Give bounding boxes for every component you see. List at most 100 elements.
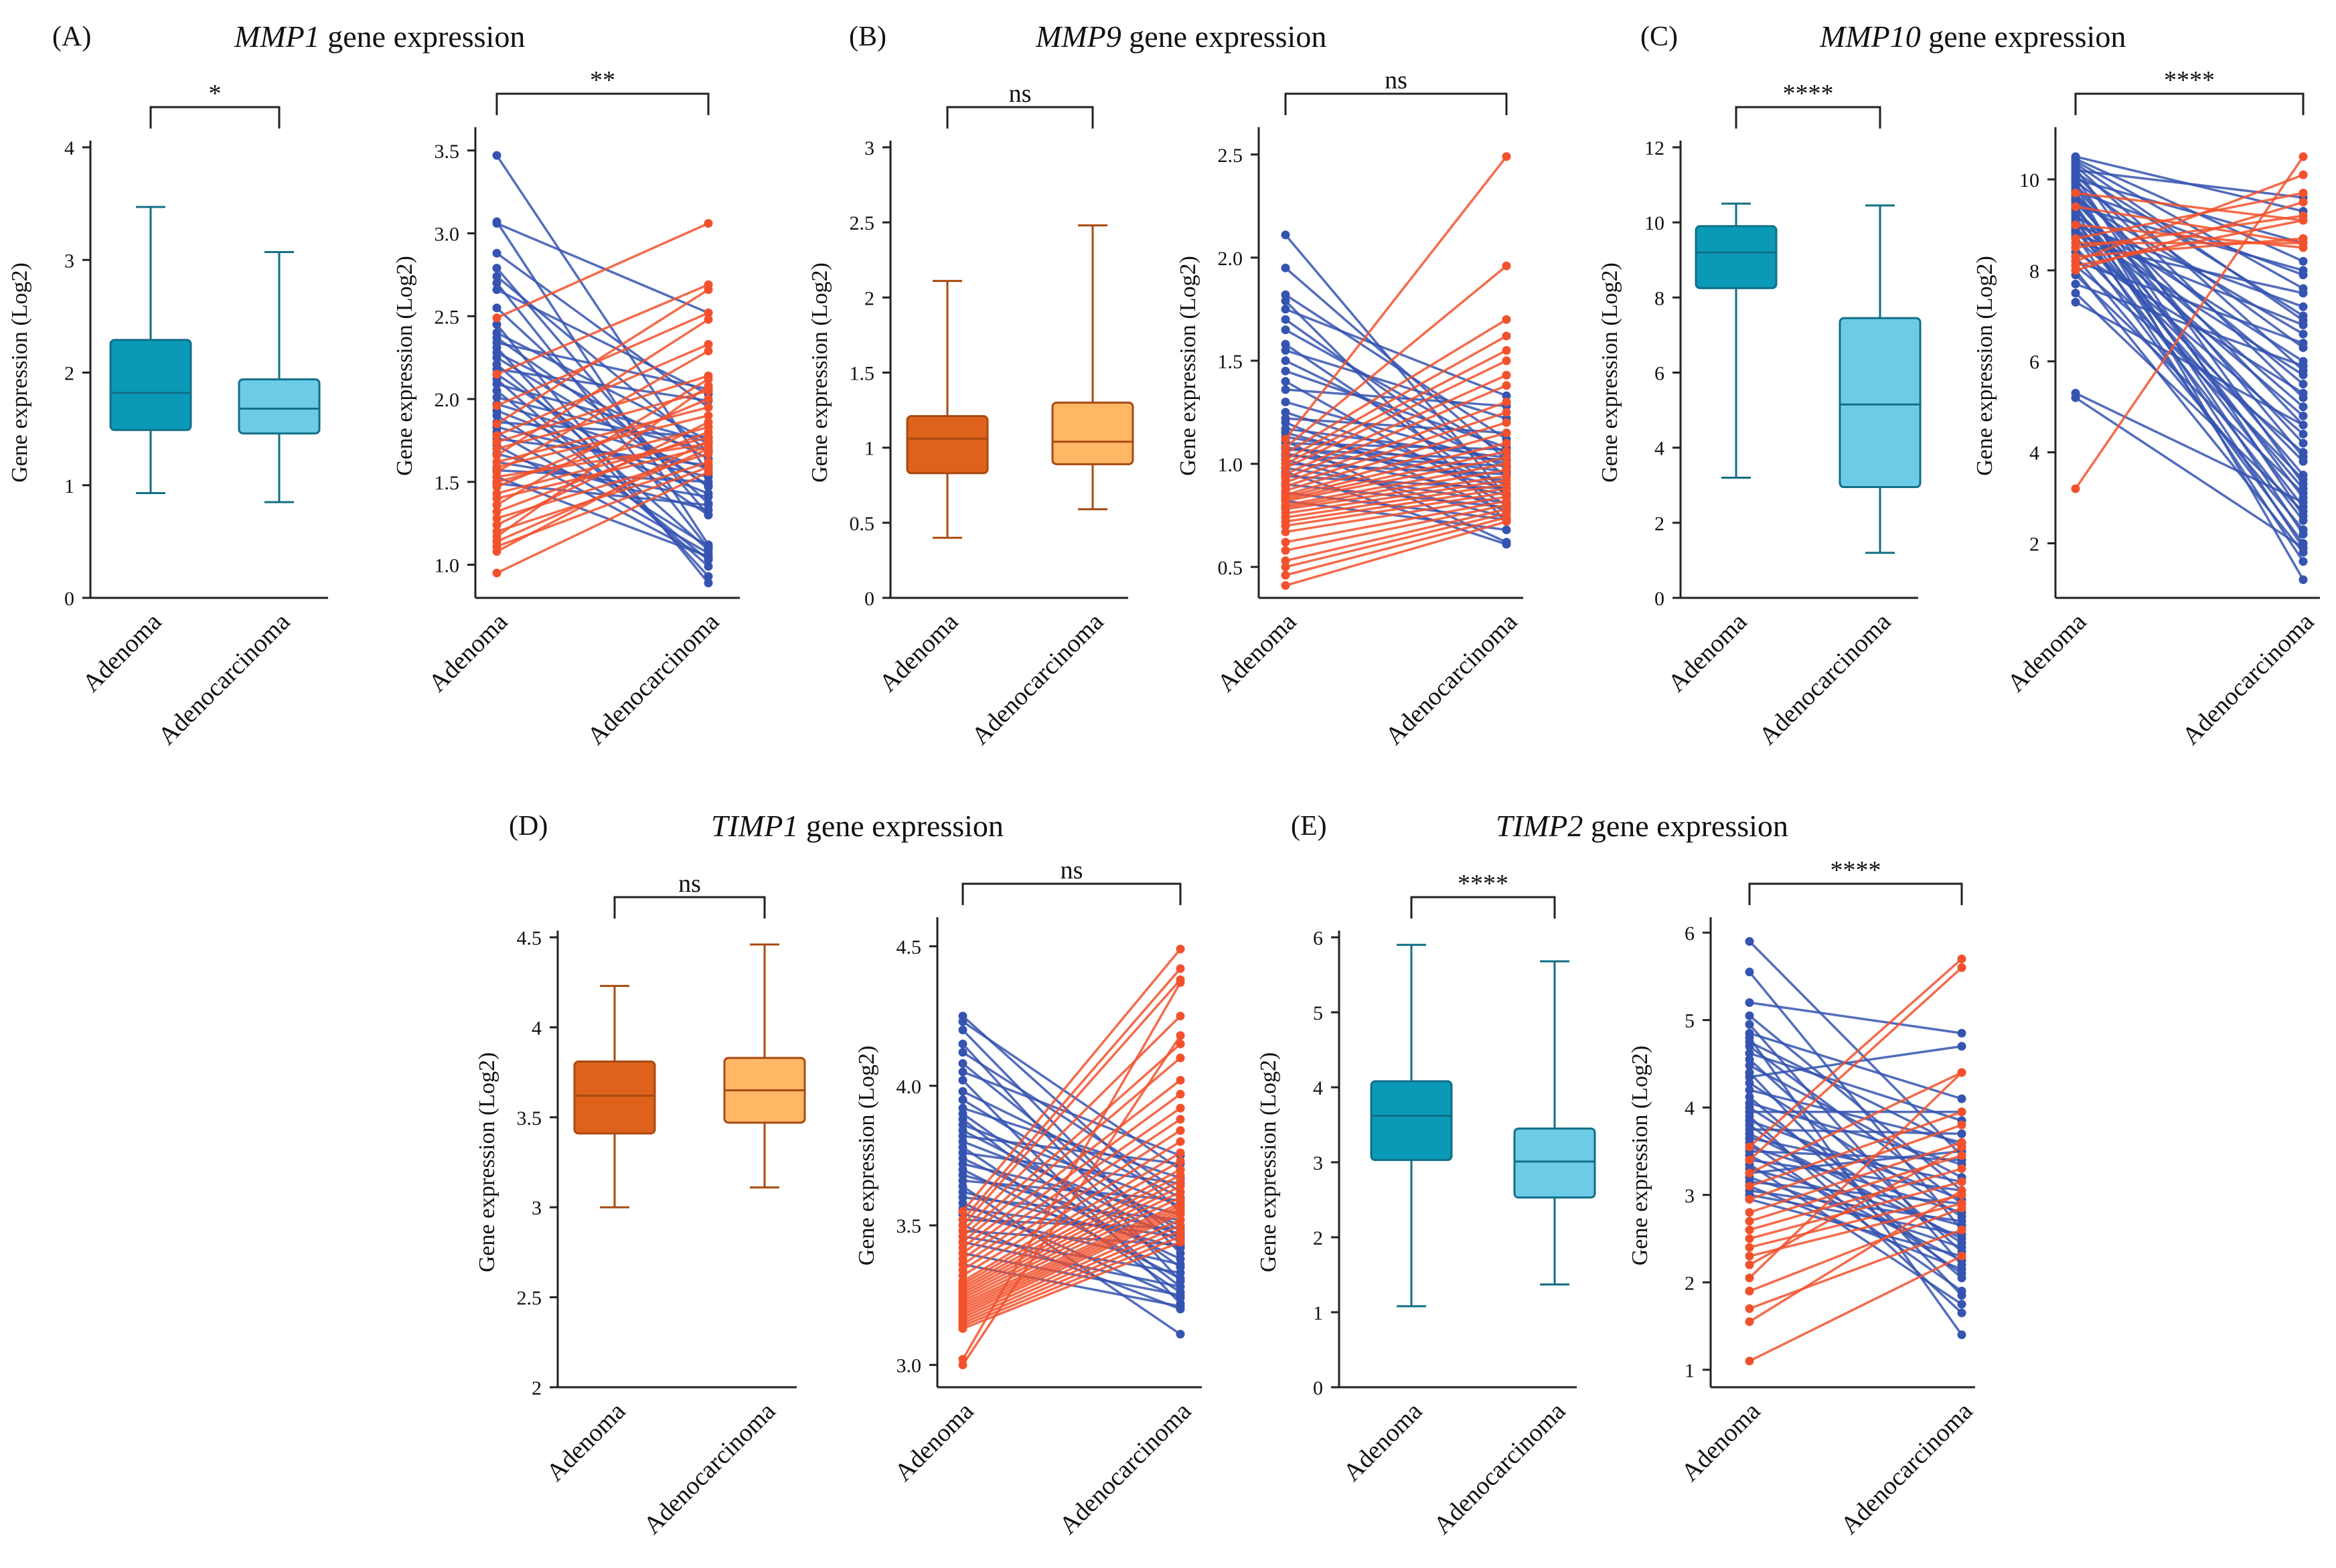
paired-line-down	[496, 341, 709, 390]
paired-point-up	[1502, 152, 1511, 161]
paired-point-down	[1176, 1290, 1185, 1300]
paired-point-up	[2299, 198, 2308, 207]
paired-point-up	[1957, 1225, 1966, 1235]
paired-line-up	[1285, 431, 1507, 496]
paired-point-up	[1745, 1168, 1754, 1178]
y-tick-label: 6	[1685, 923, 1695, 945]
paired-line-up	[962, 1241, 1181, 1330]
paired-line-up	[961, 1042, 1182, 1238]
paired-line-down	[2074, 237, 2305, 435]
paired-line-up	[962, 1160, 1181, 1285]
paired-point-up	[1176, 1103, 1185, 1113]
y-tick-label: 4	[532, 1017, 542, 1039]
x-category-label: Adenoma	[2002, 608, 2092, 698]
paired-point-up	[1502, 381, 1511, 390]
significance-label: ****	[1783, 80, 1834, 108]
paired-line-up	[1285, 374, 1507, 475]
paired-point-down	[1957, 1300, 1966, 1309]
paired-line-up	[496, 378, 709, 506]
chart-c-box: 0 2 4 6 8 10 12 Gene expression (Log2) Adenoma Ad…	[1598, 80, 1922, 751]
paired-point-up	[1281, 435, 1290, 444]
box-adenocarcinoma	[1051, 401, 1134, 465]
paired-point-down	[492, 380, 501, 389]
paired-point-down	[1281, 315, 1290, 324]
paired-point-up	[704, 219, 713, 228]
paired-point-down	[1502, 391, 1511, 400]
paired-point-down	[1745, 998, 1754, 1008]
x-category-label: Adenocarcinoma	[1428, 1397, 1571, 1540]
paired-point-down	[2299, 339, 2308, 348]
paired-point-up	[1281, 521, 1290, 530]
paired-point-up	[2299, 234, 2308, 243]
paired-point-down	[1176, 1268, 1185, 1277]
paired-point-down	[1281, 263, 1290, 272]
x-category-label: Adenoma	[1662, 608, 1752, 698]
significance-label: ****	[2164, 66, 2215, 94]
paired-point-down	[1745, 1079, 1754, 1088]
significance-bracket	[1748, 882, 1963, 905]
paired-point-up	[1176, 1012, 1185, 1021]
paired-point-down	[2071, 297, 2080, 307]
y-axis-title: Gene expression (Log2)	[1176, 256, 1200, 476]
y-tick-label: 5	[1313, 1002, 1323, 1024]
y-tick-label: 0	[64, 588, 74, 610]
paired-line-up	[1749, 1123, 1962, 1200]
paired-point-up	[704, 308, 713, 317]
paired-line-up	[1285, 421, 1507, 492]
paired-point-down	[958, 1025, 967, 1034]
y-tick-label: 2	[64, 363, 74, 385]
paired-point-down	[704, 578, 713, 588]
box-adenocarcinoma	[1513, 1127, 1596, 1199]
y-tick-label: 1	[1685, 1360, 1695, 1382]
paired-line-up	[962, 1152, 1181, 1283]
paired-line-up	[962, 1202, 1181, 1305]
y-axis-title: Gene expression (Log2)	[1598, 262, 1622, 483]
paired-line-up	[1749, 1071, 1962, 1174]
paired-point-down	[2071, 393, 2080, 402]
paired-point-up	[1957, 1142, 1966, 1152]
paired-point-up	[1176, 1237, 1185, 1247]
paired-point-down	[1281, 345, 1290, 355]
y-tick-label: 10	[1644, 212, 1664, 234]
paired-point-up	[1502, 453, 1511, 463]
paired-line-up	[962, 1107, 1181, 1260]
y-tick-label: 1.0	[1218, 454, 1243, 476]
paired-point-down	[958, 1095, 967, 1105]
panel-d-gene: TIMP1	[711, 809, 798, 843]
paired-line-down	[2074, 269, 2305, 554]
paired-line-down	[962, 1071, 1181, 1157]
box-adenoma	[1695, 225, 1778, 289]
paired-point-down	[1176, 1302, 1185, 1311]
paired-point-down	[1281, 366, 1290, 376]
paired-line-up	[1285, 503, 1507, 552]
paired-point-down	[2299, 516, 2308, 525]
box-adenoma	[906, 415, 989, 475]
paired-point-up	[492, 401, 501, 410]
paired-point-down	[1957, 1330, 1966, 1340]
paired-point-down	[1745, 1048, 1754, 1058]
paired-line-up	[962, 1224, 1181, 1322]
paired-point-up	[1502, 408, 1511, 417]
paired-line-up	[495, 384, 710, 538]
paired-line-down	[496, 396, 709, 452]
paired-line-down	[1748, 1071, 1963, 1297]
paired-line-down	[2074, 292, 2305, 513]
paired-line-up	[961, 982, 1182, 1360]
paired-line-down	[2075, 224, 2304, 308]
paired-line-up	[1285, 442, 1507, 498]
y-tick-label: 3.0	[435, 224, 460, 246]
paired-point-down	[1176, 1282, 1185, 1291]
paired-point-down	[1745, 1061, 1754, 1071]
y-tick-label: 0	[1313, 1377, 1323, 1399]
chart-a-box: 0 1 2 3 4 Gene expression (Log2) AdenomaAdenoc…	[7, 80, 328, 751]
paired-point-down	[2299, 543, 2308, 552]
paired-point-down	[492, 151, 501, 160]
paired-line-up	[496, 318, 709, 457]
panel-e-title-suffix: gene expression	[1583, 809, 1788, 843]
paired-line-up	[961, 979, 1182, 1227]
paired-point-down	[492, 263, 501, 272]
paired-line-down	[1749, 1128, 1962, 1135]
paired-line-up	[496, 389, 709, 450]
paired-line-down	[1284, 266, 1508, 461]
paired-line-up	[1749, 1180, 1962, 1240]
